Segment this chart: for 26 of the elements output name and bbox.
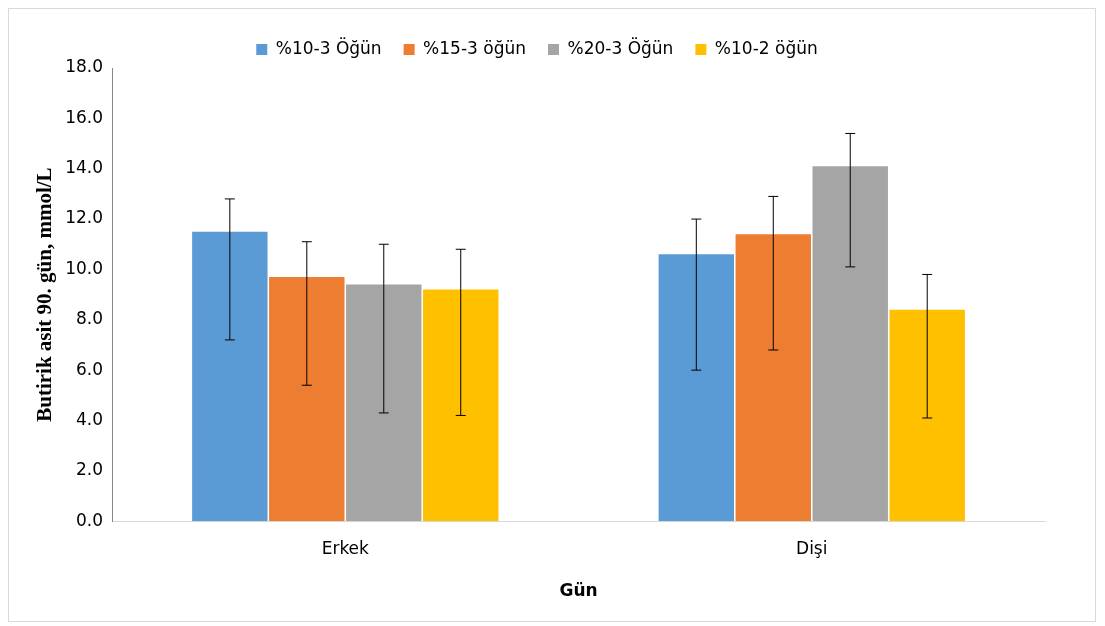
- bar: [658, 254, 735, 522]
- y-tick-label: 12.0: [65, 207, 104, 228]
- y-tick-label: 0.0: [76, 509, 104, 530]
- bar: [423, 289, 499, 522]
- bar: [735, 234, 811, 522]
- y-tick-label: 18.0: [65, 56, 104, 77]
- legend-label: %10-2 öğün: [714, 37, 818, 58]
- y-tick-label: 16.0: [65, 106, 104, 127]
- y-axis-title: Butirik asit 90. gün, mmol/L: [32, 167, 57, 422]
- y-tick-label: 8.0: [76, 308, 104, 329]
- bar: [812, 166, 888, 522]
- y-tick-label: 14.0: [65, 157, 104, 178]
- legend-label: %10-3 Öğün: [275, 36, 382, 58]
- y-tick-label: 2.0: [76, 459, 104, 480]
- bar: [269, 276, 345, 522]
- bar: [889, 309, 965, 522]
- x-tick-label: Dişi: [796, 537, 828, 558]
- x-tick-label: Erkek: [321, 537, 370, 558]
- legend-label: %20-3 Öğün: [567, 36, 674, 58]
- legend-label: %15-3 öğün: [423, 37, 527, 58]
- bar: [192, 231, 268, 522]
- bar: [346, 284, 422, 522]
- y-tick-label: 6.0: [76, 358, 104, 379]
- x-axis-title: Gün: [559, 580, 598, 601]
- y-tick-label: 10.0: [65, 257, 104, 278]
- y-tick-label: 4.0: [76, 408, 104, 429]
